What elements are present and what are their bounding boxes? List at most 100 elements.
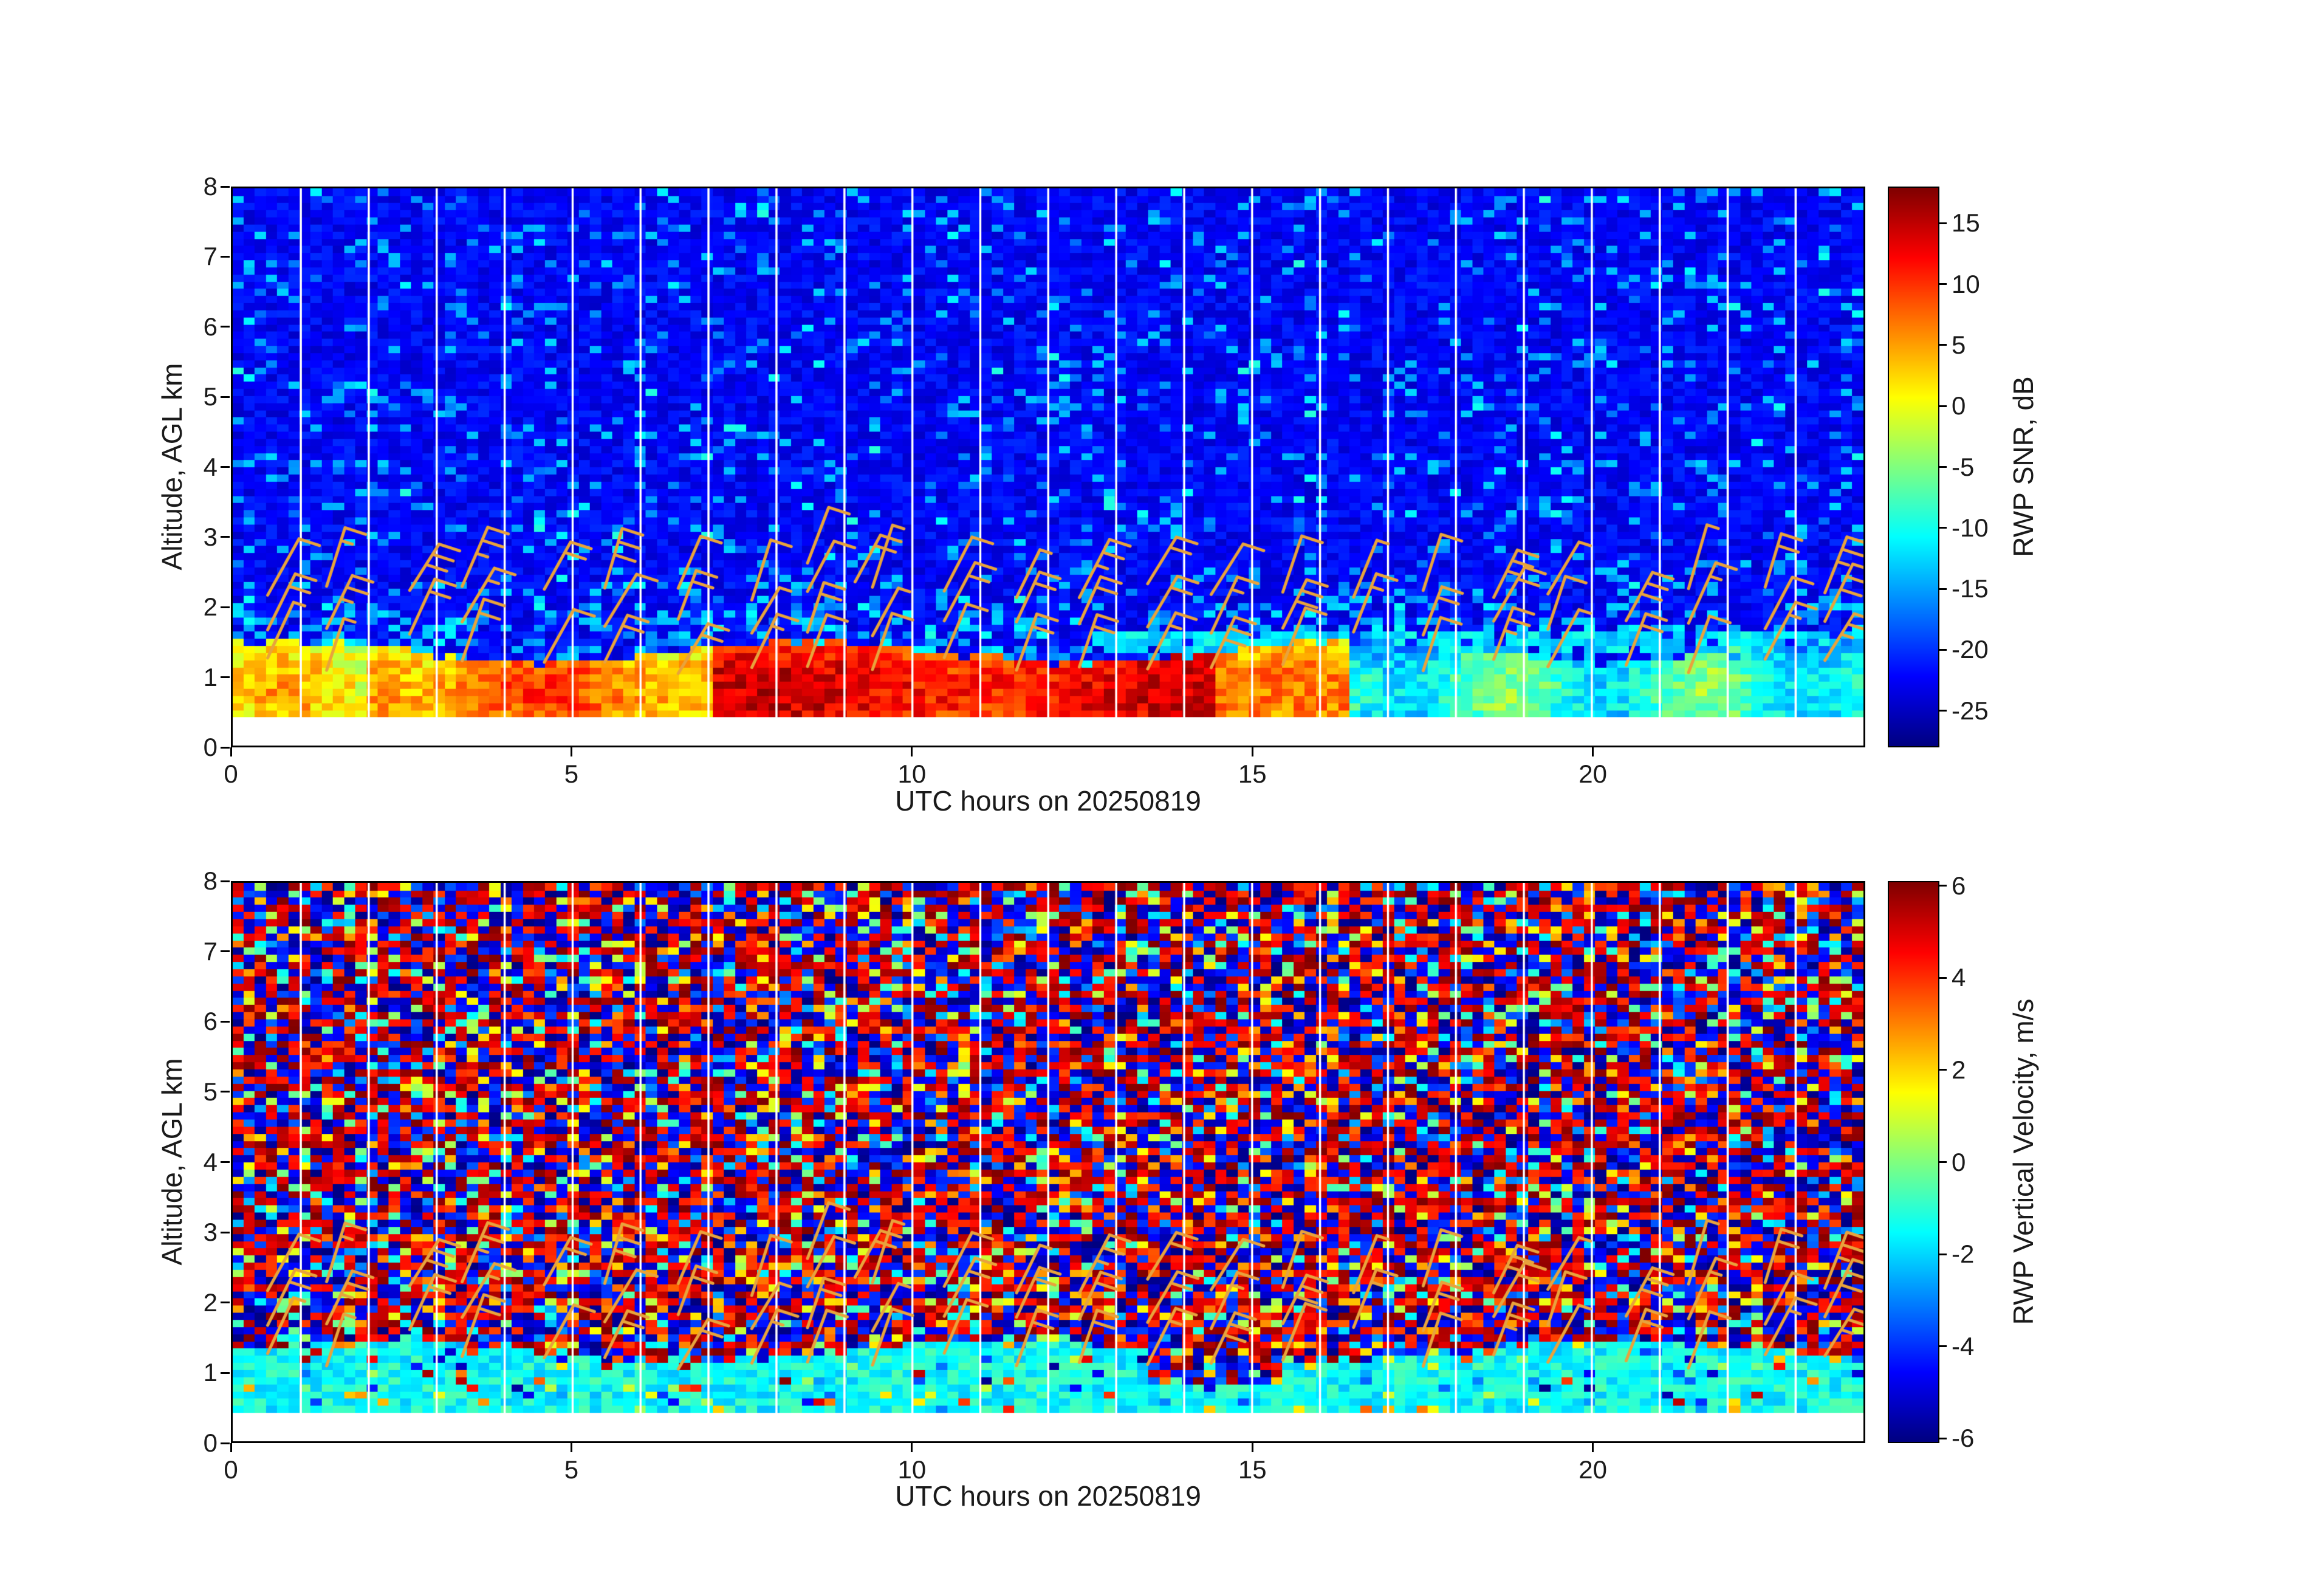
- x-tick-mark: [1251, 747, 1253, 756]
- y-tick-label: 8: [203, 172, 218, 201]
- x-tick-mark: [1251, 1443, 1253, 1452]
- y-tick-mark: [221, 1091, 230, 1093]
- y-tick-label: 5: [203, 1077, 218, 1106]
- y-tick-label: 0: [203, 733, 218, 761]
- x-tick-mark: [911, 747, 913, 756]
- colorbar-tick-mark: [1939, 1161, 1947, 1163]
- x-tick-mark: [230, 1443, 232, 1452]
- y-tick-label: 1: [203, 1358, 218, 1387]
- w-x-axis-label: UTC hours on 20250819: [895, 1480, 1201, 1512]
- snr-heatmap: [233, 188, 1863, 746]
- y-tick-mark: [221, 466, 230, 468]
- colorbar-tick-label: 2: [1952, 1055, 1966, 1084]
- x-tick-mark: [570, 1443, 572, 1452]
- colorbar-tick-label: 6: [1952, 871, 1966, 900]
- colorbar-tick-label: -10: [1952, 513, 1989, 542]
- x-tick-label: 0: [224, 1455, 238, 1484]
- colorbar-tick-label: -20: [1952, 635, 1989, 664]
- snr-colorbar: [1888, 187, 1939, 747]
- colorbar-tick-label: -6: [1952, 1424, 1975, 1453]
- colorbar-tick-mark: [1939, 344, 1947, 346]
- y-tick-label: 0: [203, 1429, 218, 1457]
- colorbar-tick-mark: [1939, 976, 1947, 979]
- colorbar-tick-mark: [1939, 648, 1947, 651]
- colorbar-tick-label: 0: [1952, 1147, 1966, 1176]
- x-tick-label: 15: [1238, 760, 1267, 788]
- x-tick-label: 10: [897, 1455, 927, 1484]
- colorbar-tick-label: -4: [1952, 1331, 1975, 1360]
- y-tick-mark: [221, 950, 230, 953]
- colorbar-tick-mark: [1939, 1069, 1947, 1071]
- colorbar-tick-label: 15: [1952, 208, 1980, 238]
- y-tick-mark: [221, 1231, 230, 1233]
- colorbar-tick-label: -25: [1952, 696, 1989, 725]
- w-colorbar: [1888, 881, 1939, 1443]
- x-tick-label: 0: [224, 760, 238, 788]
- y-tick-label: 5: [203, 382, 218, 411]
- colorbar-tick-mark: [1939, 885, 1947, 887]
- snr-plot-area: [231, 187, 1865, 747]
- y-tick-label: 2: [203, 1288, 218, 1317]
- x-tick-label: 10: [897, 760, 927, 788]
- colorbar-tick-mark: [1939, 1253, 1947, 1255]
- snr-x-axis-label: UTC hours on 20250819: [895, 785, 1201, 817]
- w-y-axis-label: Altitude, AGL km: [156, 1058, 188, 1266]
- y-tick-mark: [221, 185, 230, 188]
- y-tick-label: 4: [203, 452, 218, 481]
- x-tick-mark: [911, 1443, 913, 1452]
- colorbar-tick-label: -5: [1952, 452, 1975, 481]
- colorbar-tick-label: 5: [1952, 330, 1966, 359]
- colorbar-tick-mark: [1939, 405, 1947, 407]
- y-tick-label: 1: [203, 662, 218, 691]
- y-tick-label: 3: [203, 1218, 218, 1247]
- colorbar-tick-label: 0: [1952, 391, 1966, 420]
- colorbar-tick-mark: [1939, 588, 1947, 590]
- colorbar-tick-label: 4: [1952, 963, 1966, 992]
- colorbar-tick-mark: [1939, 527, 1947, 529]
- x-tick-mark: [230, 747, 232, 756]
- y-tick-mark: [221, 746, 230, 749]
- colorbar-tick-mark: [1939, 466, 1947, 468]
- snr-colorbar-gradient: [1889, 188, 1938, 746]
- y-tick-mark: [221, 1020, 230, 1023]
- w-colorbar-gradient: [1889, 882, 1938, 1442]
- x-tick-mark: [570, 747, 572, 756]
- y-tick-label: 7: [203, 936, 218, 966]
- y-tick-mark: [221, 606, 230, 608]
- y-tick-mark: [221, 1302, 230, 1304]
- w-heatmap: [233, 883, 1863, 1441]
- y-tick-label: 6: [203, 312, 218, 341]
- y-tick-mark: [221, 676, 230, 679]
- y-tick-mark: [221, 255, 230, 258]
- colorbar-tick-label: 10: [1952, 269, 1980, 298]
- colorbar-tick-label: -15: [1952, 574, 1989, 603]
- x-tick-label: 20: [1578, 760, 1608, 788]
- x-tick-label: 15: [1238, 1455, 1267, 1484]
- y-tick-label: 2: [203, 592, 218, 622]
- snr-colorbar-label: RWP SNR, dB: [2007, 376, 2039, 557]
- w-plot-area: [231, 881, 1865, 1443]
- y-tick-label: 7: [203, 242, 218, 271]
- colorbar-tick-mark: [1939, 710, 1947, 712]
- colorbar-tick-mark: [1939, 1437, 1947, 1439]
- y-tick-mark: [221, 1371, 230, 1374]
- x-tick-mark: [1592, 1443, 1594, 1452]
- y-tick-mark: [221, 326, 230, 328]
- colorbar-tick-mark: [1939, 283, 1947, 286]
- x-tick-label: 5: [564, 1455, 579, 1484]
- y-tick-label: 8: [203, 866, 218, 895]
- colorbar-tick-mark: [1939, 1345, 1947, 1348]
- y-tick-mark: [221, 1161, 230, 1163]
- x-tick-label: 20: [1578, 1455, 1608, 1484]
- y-tick-mark: [221, 536, 230, 538]
- w-colorbar-label: RWP Vertical Velocity, m/s: [2007, 998, 2039, 1325]
- y-tick-label: 3: [203, 522, 218, 551]
- y-tick-mark: [221, 880, 230, 882]
- colorbar-tick-mark: [1939, 222, 1947, 224]
- y-tick-mark: [221, 396, 230, 398]
- x-tick-mark: [1592, 747, 1594, 756]
- x-tick-label: 5: [564, 760, 579, 788]
- snr-y-axis-label: Altitude, AGL km: [156, 363, 188, 571]
- y-tick-label: 6: [203, 1007, 218, 1036]
